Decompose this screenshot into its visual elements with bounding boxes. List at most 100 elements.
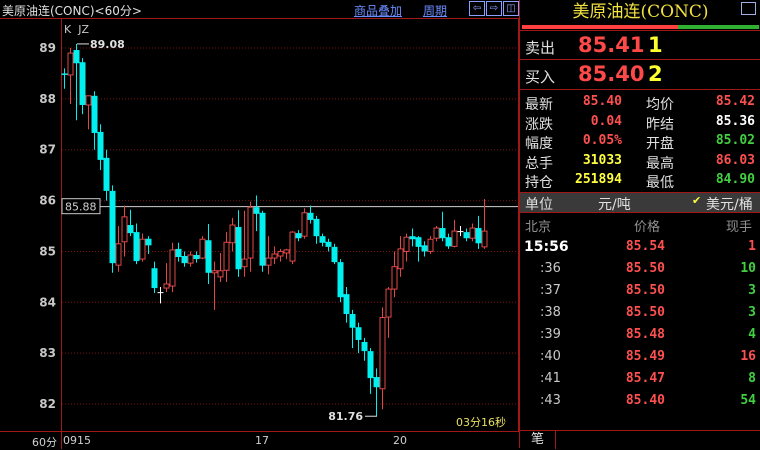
candle-body: [475, 228, 482, 244]
candle-body: [433, 227, 440, 239]
tick-time: :37: [540, 283, 561, 298]
check-icon: ✔: [692, 194, 702, 207]
candle: [169, 242, 176, 293]
candle: [385, 287, 392, 338]
x-tick-label: 17: [255, 434, 269, 447]
candle-body: [145, 238, 152, 246]
candle-body: [451, 230, 458, 247]
candle-body: [319, 236, 326, 243]
tick-row: :39 85.48 4: [520, 325, 760, 347]
candle-body: [445, 237, 452, 247]
candle-body: [415, 237, 422, 247]
candle-body: [481, 230, 488, 248]
candle: [115, 226, 122, 272]
tick-volume: 4: [748, 327, 756, 342]
tick-row: :38 85.50 3: [520, 303, 760, 325]
candle-body: [181, 256, 188, 264]
candle: [247, 201, 254, 272]
candle: [283, 248, 290, 260]
candle: [121, 205, 128, 257]
candle: [103, 149, 110, 201]
candle: [133, 223, 140, 265]
candle-body: [187, 254, 194, 264]
candle-body: [85, 95, 92, 106]
candle-body: [469, 227, 476, 239]
candle: [415, 236, 422, 262]
quote-panel: 美原油连(CONC) 卖出 85.41 1 买入 85.40 2 最新 85.40…: [519, 0, 760, 449]
candle: [193, 251, 200, 263]
candle: [205, 223, 212, 284]
candle-body: [127, 224, 134, 234]
stat-label: 最低: [646, 175, 674, 192]
candle-body: [409, 236, 416, 240]
candle-body: [247, 206, 254, 259]
stat-value: 84.90: [715, 172, 755, 188]
candle: [139, 233, 146, 262]
candle-body: [73, 50, 80, 64]
candle-body: [379, 317, 386, 390]
y-tick-label: 82: [39, 397, 56, 411]
ask-price: 85.41: [578, 33, 645, 57]
candle: [253, 195, 260, 232]
candle-body: [271, 253, 278, 259]
candle-body: [325, 241, 332, 247]
candle-body: [331, 246, 338, 263]
stat-value: 251894: [575, 172, 622, 188]
maximize-icon[interactable]: [741, 2, 756, 15]
candle-body: [175, 248, 182, 258]
unit-option-usd-barrel[interactable]: 美元/桶: [706, 197, 753, 213]
candle: [319, 233, 326, 247]
tick-volume: 8: [748, 371, 756, 386]
candle-body: [115, 243, 122, 266]
tick-price: 85.48: [625, 327, 665, 342]
candle-body: [121, 216, 128, 243]
unit-option-yuan-ton[interactable]: 元/吨: [598, 197, 631, 213]
low-label: 81.76: [328, 410, 363, 423]
bid-row: 买入 85.40 2: [520, 60, 760, 90]
tick-time: :36: [540, 261, 561, 276]
candle-body: [457, 231, 464, 233]
stat-label: 最高: [646, 155, 674, 172]
stat-label: 昨结: [646, 116, 674, 133]
candle: [229, 217, 236, 252]
candlestick-chart[interactable]: 82 83 84 85 86 87 88 89 85.88 89.08 81.76 K JZ 03…: [0, 19, 520, 431]
candle: [217, 252, 224, 282]
candle-body: [223, 241, 230, 271]
overlay-commodity-link[interactable]: 商品叠加: [354, 4, 403, 18]
tab-trades[interactable]: 笔: [520, 431, 556, 449]
unit-label: 单位: [525, 197, 553, 213]
candle-body: [103, 157, 110, 191]
tick-volume: 10: [740, 261, 756, 276]
tick-header-price: 价格: [634, 220, 661, 235]
candle-body: [307, 212, 314, 220]
period-link[interactable]: 周期: [423, 4, 448, 18]
candle: [409, 228, 416, 247]
y-tick-label: 84: [39, 295, 56, 309]
stat-label: 总手: [525, 155, 553, 172]
arrow-right-icon[interactable]: ⇨: [486, 1, 502, 16]
tick-price: 85.47: [625, 371, 665, 386]
tick-row: :40 85.49 16: [520, 347, 760, 369]
candle: [307, 205, 314, 224]
candle: [427, 236, 434, 254]
candle: [145, 236, 152, 254]
ask-volume: 1: [648, 33, 663, 57]
arrow-left-icon[interactable]: ⇦: [469, 1, 485, 16]
ask-label: 卖出: [525, 39, 556, 57]
tick-header-volume: 现手: [726, 220, 753, 235]
split-view-icon[interactable]: ◫: [503, 1, 519, 16]
candle: [61, 68, 68, 89]
candle-body: [217, 270, 224, 278]
tick-volume: 3: [748, 305, 756, 320]
candle-body: [157, 292, 164, 294]
candle-body: [199, 238, 206, 259]
candle-body: [61, 73, 68, 75]
candle-body: [463, 232, 470, 239]
candle: [241, 210, 248, 277]
candle: [73, 43, 80, 121]
candle-body: [385, 288, 392, 318]
candle-body: [361, 341, 368, 352]
candle: [223, 232, 230, 282]
tick-time: :39: [540, 327, 561, 342]
tick-volume: 54: [740, 393, 756, 408]
